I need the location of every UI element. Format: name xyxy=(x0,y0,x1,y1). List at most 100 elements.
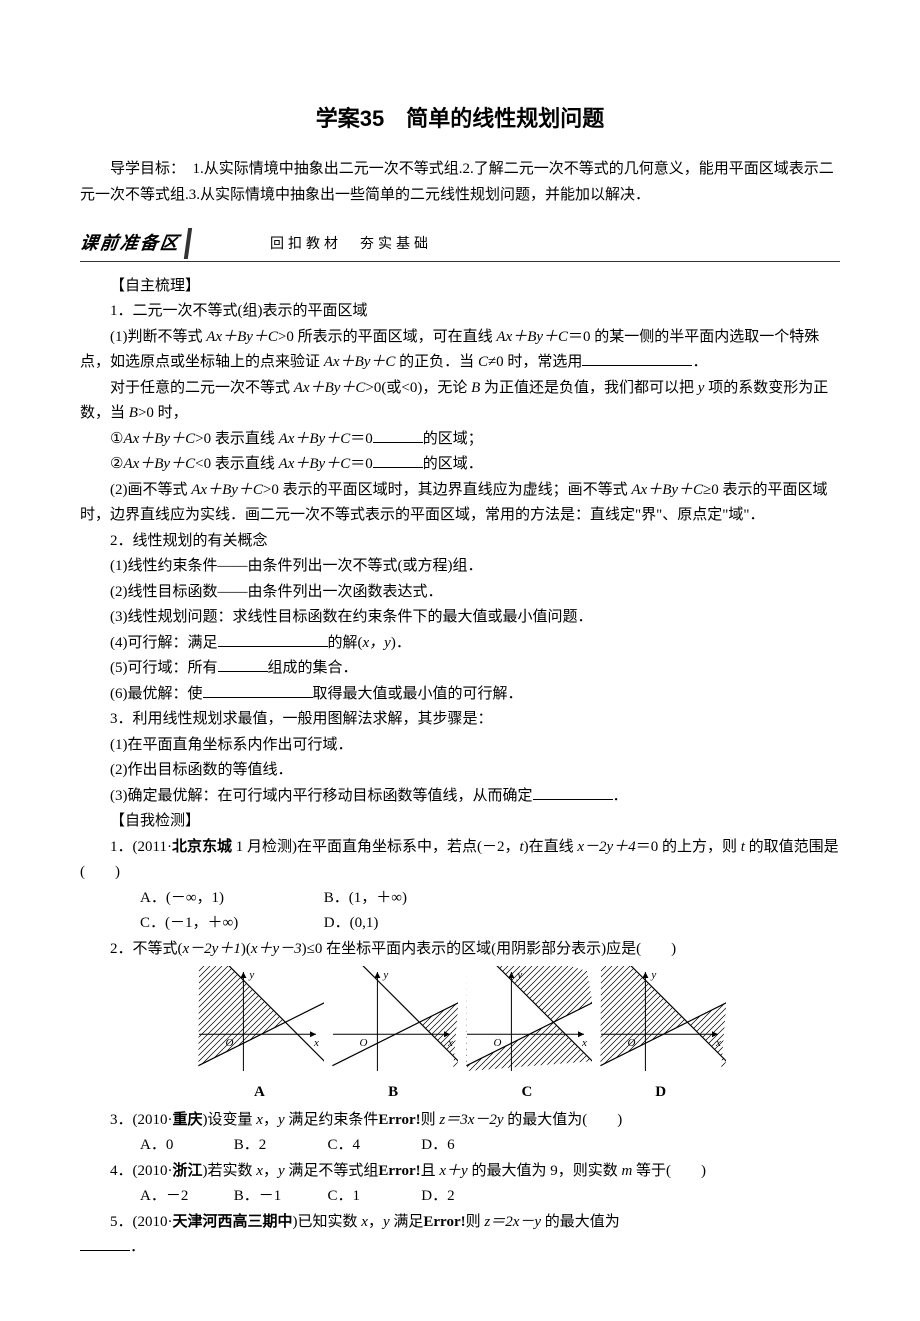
sec2-2: (2)线性目标函数——由条件列出一次函数表达式． xyxy=(80,580,840,606)
expr: B xyxy=(471,380,480,396)
error-text: Error! xyxy=(378,1163,420,1179)
expr: Ax＋By＋C xyxy=(631,482,703,498)
q3-optC: C．4 xyxy=(298,1133,388,1159)
expr: x xyxy=(361,1214,368,1230)
svg-text:O: O xyxy=(493,1038,501,1050)
expr: Ax＋By＋C xyxy=(191,482,263,498)
sec1-para2: 对于任意的二元一次不等式 Ax＋By＋C>0(或<0)，无论 B 为正值还是负值… xyxy=(80,376,840,427)
svg-text:x: x xyxy=(715,1038,721,1050)
blank xyxy=(582,350,692,366)
error-text: Error! xyxy=(423,1214,465,1230)
txt: <0 表示直线 xyxy=(195,456,278,472)
txt: (6)最优解：使 xyxy=(110,686,203,702)
txt: 等于( ) xyxy=(632,1163,706,1179)
txt: 对于任意的二元一次不等式 xyxy=(110,380,294,396)
txt: 4．(2010· xyxy=(110,1163,173,1179)
q4: 4．(2010·浙江)若实数 x，y 满足不等式组Error!且 x＋y 的最大… xyxy=(80,1159,840,1185)
blank xyxy=(533,784,613,800)
q3-optD: D．6 xyxy=(391,1133,481,1159)
q1-optD: D．(0,1) xyxy=(294,911,474,937)
q5-blank-line: ． xyxy=(80,1235,840,1261)
expr: x－2y＋4 xyxy=(577,839,635,855)
txt: ① xyxy=(110,431,123,447)
expr: x＋y xyxy=(439,1163,467,1179)
blank xyxy=(218,631,328,647)
fig-label-D: D xyxy=(596,1080,726,1106)
txt: 取得最大值或最小值的可行解． xyxy=(313,686,523,702)
txt: (5)可行域：所有 xyxy=(110,660,218,676)
heading-self-study: 【自主梳理】 xyxy=(80,274,840,300)
txt: 为正值还是负值，我们都可以把 xyxy=(480,380,698,396)
txt-bold: 重庆 xyxy=(173,1112,203,1128)
svg-text:x: x xyxy=(447,1038,453,1050)
fig-label-B: B xyxy=(328,1080,458,1106)
q2: 2．不等式(x－2y＋1)(x＋y－3)≤0 在坐标平面内表示的区域(用阴影部分… xyxy=(80,937,840,963)
txt: 的最大值为 9，则实数 xyxy=(468,1163,622,1179)
sec1-item2: ②Ax＋By＋C<0 表示直线 Ax＋By＋C＝0的区域． xyxy=(80,452,840,478)
expr: C xyxy=(478,354,488,370)
txt: (3)确定最优解：在可行域内平行移动目标函数等值线，从而确定 xyxy=(110,788,533,804)
txt-bold: 北京东城 xyxy=(172,839,232,855)
svg-text:y: y xyxy=(650,969,656,981)
q5: 5．(2010·天津河西高三期中)已知实数 x，y 满足Error!则 z＝2x… xyxy=(80,1210,840,1236)
txt: >0 所表示的平面区域，可在直线 xyxy=(278,329,496,345)
q4-optA: A．－2 xyxy=(110,1184,200,1210)
section-banner: 课前准备区 回扣教材 夯实基础 xyxy=(80,228,840,262)
sec1-para1: (1)判断不等式 Ax＋By＋C>0 所表示的平面区域，可在直线 Ax＋By＋C… xyxy=(80,325,840,376)
expr: x xyxy=(256,1163,263,1179)
txt: ， xyxy=(368,1214,383,1230)
q2-fig-B: xyO xyxy=(328,966,458,1076)
expr: y xyxy=(383,1214,390,1230)
intro-paragraph: 导学目标： 1.从实际情境中抽象出二元一次不等式组.2.了解二元一次不等式的几何… xyxy=(80,157,840,208)
page-title: 学案35 简单的线性规划问题 xyxy=(80,100,840,137)
expr: x xyxy=(256,1112,263,1128)
q2-figure-row: xyO xyO xyO xyO xyxy=(80,966,840,1076)
blank xyxy=(218,656,268,672)
expr: Ax＋By＋C xyxy=(279,456,351,472)
txt: 3．(2010· xyxy=(110,1112,173,1128)
expr: m xyxy=(621,1163,632,1179)
sec1-title: 1．二元一次不等式(组)表示的平面区域 xyxy=(80,299,840,325)
txt: >0 表示直线 xyxy=(195,431,278,447)
q3-optA: A．0 xyxy=(110,1133,200,1159)
txt: ≠0 时，常选用 xyxy=(488,354,582,370)
txt: )≤0 在坐标平面内表示的区域(用阴影部分表示)应是( ) xyxy=(302,941,676,957)
q2-fig-D: xyO xyxy=(596,966,726,1076)
blank xyxy=(373,427,423,443)
txt: ． xyxy=(130,1239,145,1255)
txt: (2)画不等式 xyxy=(110,482,191,498)
expr: z＝3x－2y xyxy=(439,1112,503,1128)
txt: ＝0 xyxy=(350,431,373,447)
txt: )设变量 xyxy=(203,1112,257,1128)
txt: ， xyxy=(263,1163,278,1179)
expr: Ax＋By＋C xyxy=(279,431,351,447)
sec3-3: (3)确定最优解：在可行域内平行移动目标函数等值线，从而确定 ． xyxy=(80,784,840,810)
q4-opts: A．－2 B．－1 C．1 D．2 xyxy=(80,1184,840,1210)
svg-text:x: x xyxy=(581,1038,587,1050)
q4-optD: D．2 xyxy=(391,1184,481,1210)
txt-bold: 天津河西高三期中 xyxy=(173,1214,293,1230)
txt: 5．(2010· xyxy=(110,1214,173,1230)
sec2-title: 2．线性规划的有关概念 xyxy=(80,529,840,555)
expr: Ax＋By＋C xyxy=(496,329,568,345)
q4-optB: B．－1 xyxy=(204,1184,294,1210)
txt: ＝0 的上方，则 xyxy=(636,839,741,855)
txt: (4)可行解：满足 xyxy=(110,635,218,651)
expr: x＋y－3 xyxy=(251,941,302,957)
txt: 1．(2011· xyxy=(110,839,172,855)
sec2-4: (4)可行解：满足的解(x，y)． xyxy=(80,631,840,657)
txt: ② xyxy=(110,456,123,472)
q3: 3．(2010·重庆)设变量 x，y 满足约束条件Error!则 z＝3x－2y… xyxy=(80,1108,840,1134)
expr: y xyxy=(278,1112,285,1128)
q4-optC: C．1 xyxy=(298,1184,388,1210)
sec3-1: (1)在平面直角坐标系内作出可行域． xyxy=(80,733,840,759)
banner-left: 课前准备区 xyxy=(78,228,192,259)
blank xyxy=(373,452,423,468)
txt: )． xyxy=(391,635,411,651)
txt: 则 xyxy=(466,1214,485,1230)
q1-optC: C．(－1，＋∞) xyxy=(110,911,290,937)
expr: z＝2x－y xyxy=(484,1214,541,1230)
txt: ． xyxy=(613,788,628,804)
fig-label-C: C xyxy=(462,1080,592,1106)
txt: )若实数 xyxy=(203,1163,257,1179)
